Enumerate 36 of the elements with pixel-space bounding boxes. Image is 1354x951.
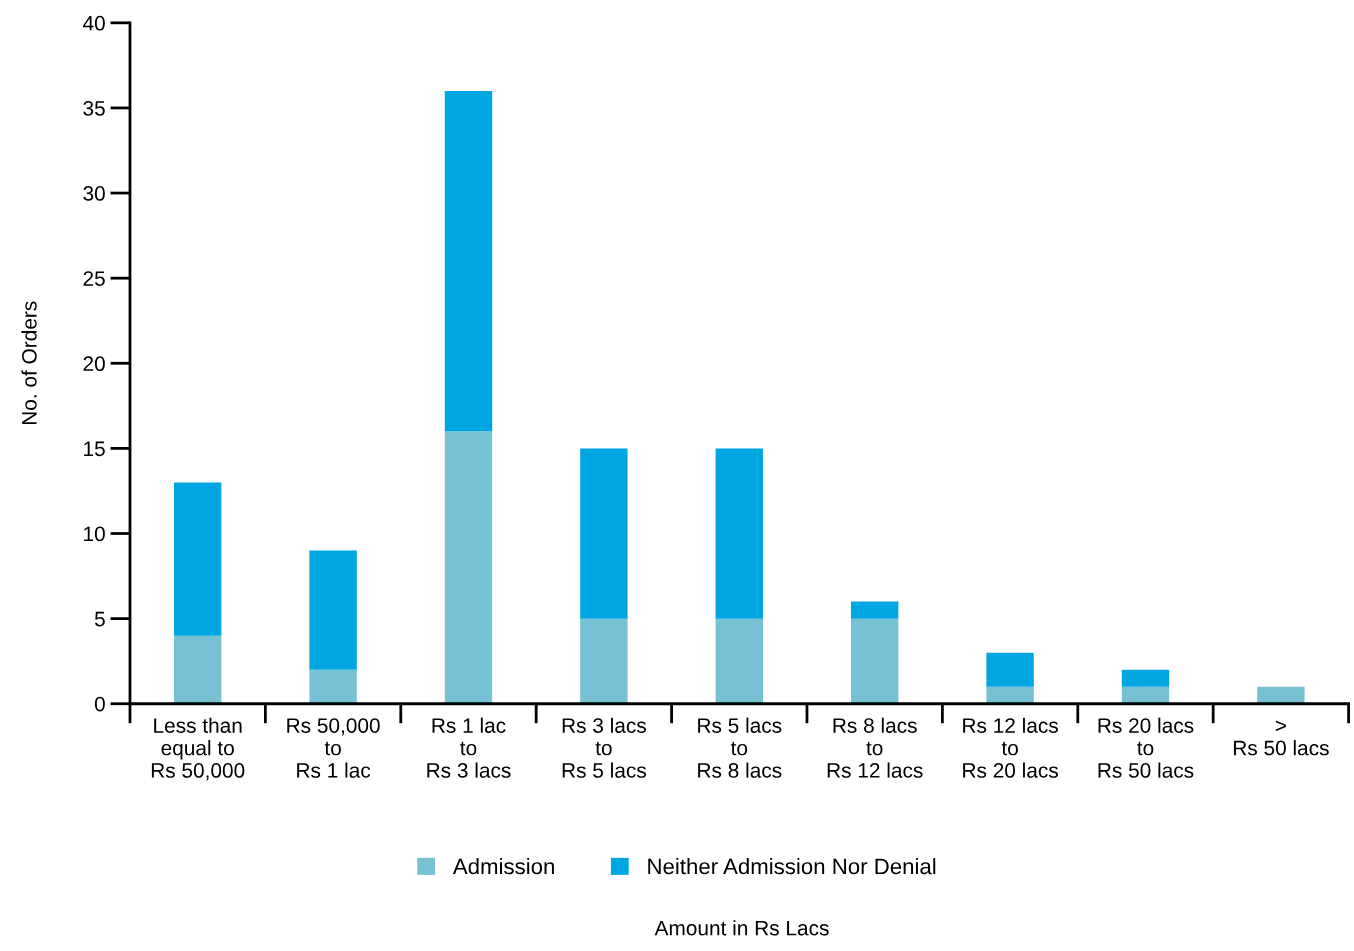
bar bbox=[173, 482, 222, 636]
y-tick-label: 10 bbox=[84, 526, 105, 542]
x-tick-label: Rs 3 lacs to Rs 5 lacs bbox=[562, 717, 646, 778]
bar bbox=[173, 635, 222, 704]
y-tick-label: 0 bbox=[94, 696, 105, 712]
y-tick-label: 5 bbox=[94, 611, 105, 627]
x-tick-label: > Rs 50 lacs bbox=[1233, 720, 1329, 756]
x-tick-label: Rs 8 lacs to Rs 12 lacs bbox=[827, 717, 923, 778]
bar bbox=[309, 550, 357, 670]
x-tick-label: Rs 5 lacs to Rs 8 lacs bbox=[698, 717, 782, 778]
bar bbox=[986, 652, 1034, 687]
y-tick-label: 30 bbox=[83, 186, 105, 201]
bar bbox=[715, 448, 763, 619]
y-tick-label: 40 bbox=[82, 15, 105, 31]
y-axis-title: No. of Orders bbox=[21, 301, 37, 425]
x-tick-label: Rs 12 lacs to Rs 20 lacs bbox=[963, 717, 1058, 778]
bar bbox=[580, 618, 628, 704]
bar bbox=[715, 618, 763, 704]
x-tick-label: Rs 20 lacs to Rs 50 lacs bbox=[1098, 717, 1194, 778]
y-tick-label: 20 bbox=[83, 356, 105, 372]
x-tick-label: Rs 1 lac to Rs 3 lacs bbox=[427, 717, 511, 778]
bar bbox=[309, 669, 357, 704]
y-tick-label: 35 bbox=[83, 100, 105, 116]
y-tick-label: 15 bbox=[84, 441, 105, 457]
x-tick-label: Rs 50,000 to Rs 1 lac bbox=[287, 718, 380, 778]
legend-label: Admission bbox=[452, 857, 554, 875]
bar bbox=[444, 90, 493, 432]
text: Amount in Rs Lacs bbox=[654, 920, 829, 936]
bar bbox=[1121, 669, 1170, 687]
bar bbox=[850, 601, 899, 619]
legend-label: Neither Admission Nor Denial bbox=[648, 857, 936, 875]
bar bbox=[850, 618, 899, 704]
bar bbox=[444, 431, 493, 704]
bar bbox=[580, 448, 628, 619]
x-tick-label: Less than equal to Rs 50,000 bbox=[151, 717, 245, 781]
y-tick-label: 25 bbox=[83, 271, 105, 286]
